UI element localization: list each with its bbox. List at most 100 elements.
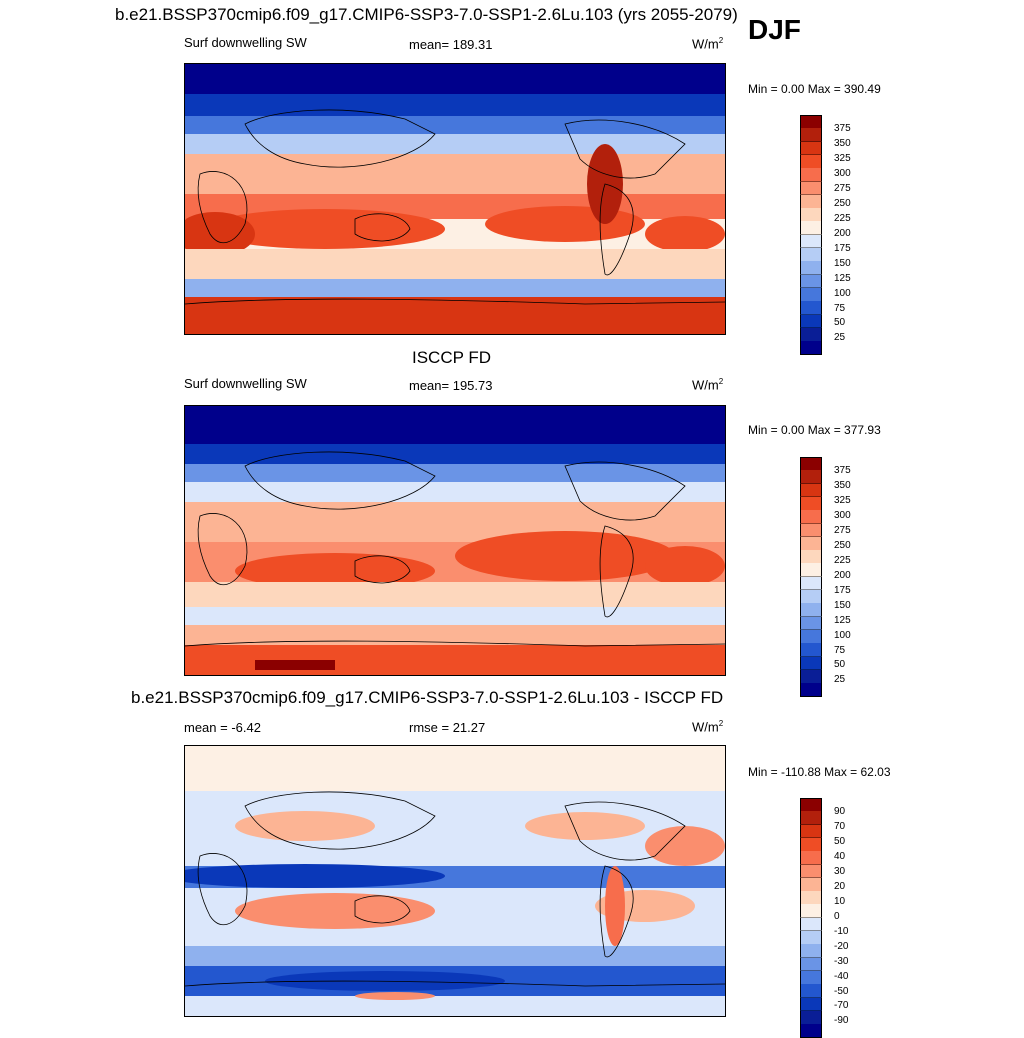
- colorbar-tick-label: 275: [834, 524, 851, 536]
- panel2-map: [184, 405, 726, 676]
- panel2-left-label: Surf downwelling SW: [184, 376, 307, 391]
- colorbar-tick-label: 25: [834, 674, 846, 686]
- colorbar-swatch: [800, 643, 822, 657]
- colorbar-tick-label: 75: [834, 302, 846, 314]
- colorbar-tick-label: 300: [834, 167, 851, 179]
- colorbar-swatch: [800, 194, 822, 209]
- colorbar-swatch: [800, 563, 822, 578]
- colorbar-swatch: [800, 811, 822, 826]
- colorbar-tick-label: 325: [834, 152, 851, 164]
- colorbar-tick-label: 50: [834, 317, 846, 329]
- colorbar-swatch: [800, 616, 822, 631]
- colorbar-swatch: [800, 656, 822, 671]
- colorbar-swatch: [800, 824, 822, 839]
- colorbar-swatch: [800, 798, 822, 812]
- colorbar-swatch: [800, 510, 822, 524]
- colorbar-swatch: [800, 128, 822, 143]
- colorbar-tick-label: 20: [834, 880, 846, 892]
- colorbar-tick-label: -50: [834, 985, 849, 997]
- colorbar-swatch: [800, 837, 822, 852]
- colorbar-swatch: [800, 576, 822, 591]
- colorbar-swatch: [800, 550, 822, 564]
- colorbar-tick-label: 0: [834, 910, 840, 922]
- colorbar-tick-label: 350: [834, 137, 851, 149]
- colorbar-swatch: [800, 931, 822, 945]
- colorbar-swatch: [800, 944, 822, 959]
- panel2-title: ISCCP FD: [412, 348, 492, 367]
- panel1-units: W/m2: [692, 36, 724, 52]
- colorbar-tick-label: 250: [834, 197, 851, 209]
- colorbar-tick-label: 375: [834, 122, 851, 134]
- colorbar-tick-label: 100: [834, 287, 851, 299]
- colorbar-swatch: [800, 603, 822, 618]
- colorbar-swatch: [800, 221, 822, 236]
- colorbar-swatch: [800, 891, 822, 905]
- panel2-units: W/m2: [692, 377, 724, 393]
- colorbar-swatch: [800, 683, 822, 697]
- colorbar-tick-label: 40: [834, 850, 846, 862]
- colorbar-swatch: [800, 483, 822, 498]
- colorbar-swatch: [800, 470, 822, 485]
- colorbar-swatch: [800, 904, 822, 919]
- colorbar-tick-label: 300: [834, 509, 851, 521]
- colorbar-swatch: [800, 274, 822, 289]
- main-title: b.e21.BSSP370cmip6.f09_g17.CMIP6-SSP3-7.…: [115, 5, 738, 24]
- colorbar-tick-label: 30: [834, 865, 846, 877]
- colorbar-swatch: [800, 287, 822, 302]
- panel1-mean-label: mean= 189.31: [409, 37, 493, 52]
- colorbar-swatch: [800, 496, 822, 511]
- colorbar-tick-label: 250: [834, 539, 851, 551]
- colorbar-swatch: [800, 997, 822, 1012]
- colorbar-tick-label: 125: [834, 272, 851, 284]
- colorbar-swatch: [800, 1010, 822, 1025]
- colorbar-swatch: [800, 457, 822, 471]
- colorbar-swatch: [800, 669, 822, 684]
- colorbar-tick-label: -10: [834, 925, 849, 937]
- colorbar-tick-label: 75: [834, 644, 846, 656]
- colorbar-swatch: [800, 851, 822, 865]
- colorbar-tick-label: 375: [834, 464, 851, 476]
- colorbar-tick-label: 90: [834, 805, 846, 817]
- colorbar-tick-label: 225: [834, 212, 851, 224]
- colorbar-swatch: [800, 629, 822, 644]
- colorbar-tick-label: 175: [834, 242, 851, 254]
- colorbar-tick-label: 150: [834, 257, 851, 269]
- colorbar-tick-label: -30: [834, 955, 849, 967]
- panel3-map: [184, 745, 726, 1017]
- colorbar-tick-label: 10: [834, 895, 846, 907]
- colorbar-swatch: [800, 115, 822, 129]
- colorbar-tick-label: 150: [834, 599, 851, 611]
- colorbar-tick-label: 125: [834, 614, 851, 626]
- colorbar-swatch: [800, 314, 822, 329]
- panel1-left-label: Surf downwelling SW: [184, 35, 307, 50]
- panel3-mean-label: mean = -6.42: [184, 720, 261, 735]
- colorbar-tick-label: 275: [834, 182, 851, 194]
- colorbar-swatch: [800, 917, 822, 932]
- colorbar-tick-label: 100: [834, 629, 851, 641]
- colorbar-tick-label: 350: [834, 479, 851, 491]
- colorbar-tick-label: -70: [834, 1000, 849, 1012]
- panel2-mean-label: mean= 195.73: [409, 378, 493, 393]
- colorbar-swatch: [800, 1024, 822, 1038]
- colorbar-swatch: [800, 327, 822, 342]
- colorbar-swatch: [800, 181, 822, 196]
- colorbar-swatch: [800, 864, 822, 879]
- colorbar-swatch: [800, 261, 822, 276]
- panel3-units: W/m2: [692, 719, 724, 735]
- colorbar-swatch: [800, 208, 822, 222]
- panel3-rmse-label: rmse = 21.27: [409, 720, 486, 735]
- colorbar-swatch: [800, 154, 822, 169]
- colorbar-swatch: [800, 957, 822, 972]
- panel1-minmax: Min = 0.00 Max = 390.49: [748, 82, 881, 96]
- colorbar-tick-label: 70: [834, 820, 846, 832]
- panel3-title: b.e21.BSSP370cmip6.f09_g17.CMIP6-SSP3-7.…: [131, 688, 724, 707]
- colorbar-swatch: [800, 141, 822, 156]
- panel2-minmax: Min = 0.00 Max = 377.93: [748, 423, 881, 437]
- colorbar-tick-label: -90: [834, 1015, 849, 1027]
- colorbar-tick-label: 25: [834, 332, 846, 344]
- colorbar-swatch: [800, 877, 822, 892]
- colorbar-swatch: [800, 301, 822, 315]
- colorbar-swatch: [800, 341, 822, 355]
- colorbar-swatch: [800, 168, 822, 182]
- colorbar-tick-label: 325: [834, 494, 851, 506]
